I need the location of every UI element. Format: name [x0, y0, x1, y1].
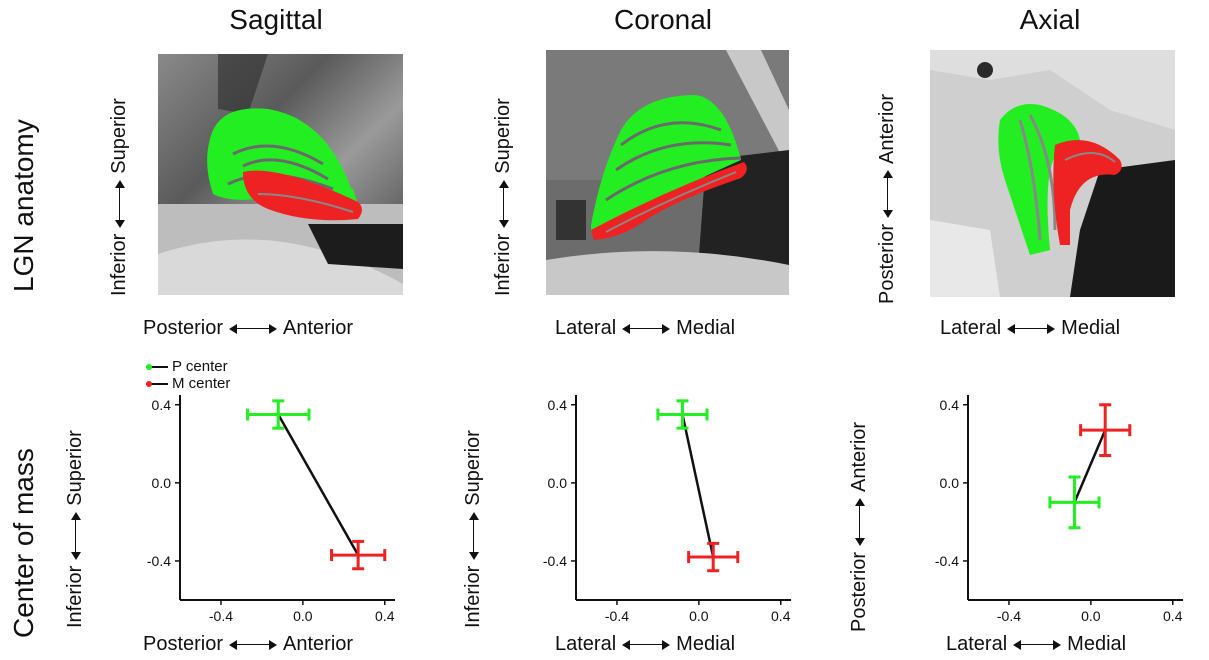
- chart-cor-y-top: Superior: [462, 430, 484, 506]
- x-tick-label: -0.4: [605, 608, 629, 624]
- m-center-point: [1079, 403, 1132, 458]
- double-arrow-icon: [622, 323, 671, 335]
- legend: P center M center: [146, 358, 230, 392]
- chart-coronal: -0.4 0.0 0.4 -0.4 0.0 0.4: [543, 395, 791, 624]
- anat-sag-y-top: Superior: [108, 98, 130, 174]
- x-tick-label: 0.4: [1163, 608, 1183, 624]
- y-tick-label: -0.4: [543, 553, 567, 569]
- chart-cor-x-left: Lateral: [555, 633, 617, 655]
- anat-cor-x-left: Lateral: [555, 317, 617, 339]
- chart-ax-x-right: Medial: [1067, 633, 1127, 655]
- y-tick-label: -0.4: [147, 553, 171, 569]
- anat-cor-xlabel: Lateral Medial: [555, 317, 735, 340]
- anat-sag-x-right: Anterior: [283, 317, 354, 339]
- chart-ax-xlabel: Lateral Medial: [946, 633, 1126, 656]
- y-tick-label: 0.4: [152, 397, 172, 413]
- p-center-point: [246, 399, 311, 430]
- double-arrow-icon: [468, 511, 480, 560]
- y-tick-label: 0.0: [548, 475, 568, 491]
- y-tick-label: 0.0: [940, 475, 960, 491]
- chart-sagittal: -0.4 0.0 0.4 -0.4 0.0 0.4: [147, 395, 395, 624]
- anat-ax-y-top: Anterior: [876, 93, 898, 164]
- legend-item-p: P center: [146, 358, 230, 375]
- pm-connector-line: [277, 413, 360, 556]
- m-center-point: [687, 541, 740, 573]
- anat-ax-ylabel: Posterior Anterior: [876, 94, 899, 304]
- anat-sag-xlabel: Posterior Anterior: [143, 317, 353, 340]
- chart-sag-y-bottom: Inferior: [64, 565, 86, 628]
- anat-sag-ylabel: Inferior Superior: [108, 98, 131, 296]
- anat-cor-y-bottom: Inferior: [492, 233, 514, 296]
- chart-cor-y-bottom: Inferior: [462, 565, 484, 628]
- chart-sag-x-left: Posterior: [143, 633, 224, 655]
- x-tick-label: 0.0: [689, 608, 709, 624]
- anat-ax-x-right: Medial: [1061, 317, 1121, 339]
- p-center-point: [1048, 475, 1101, 530]
- mri-coronal-image: [546, 50, 789, 295]
- p-center-point: [656, 399, 709, 430]
- pm-connector-line: [1073, 429, 1107, 503]
- pm-connector-line: [681, 414, 715, 558]
- y-tick-label: -0.4: [935, 553, 959, 569]
- column-title-coronal: Coronal: [613, 4, 713, 35]
- x-tick-label: 0.0: [293, 608, 313, 624]
- mri-axial-image: [930, 50, 1175, 297]
- x-tick-label: -0.4: [209, 608, 233, 624]
- double-arrow-icon: [882, 169, 894, 218]
- chart-sag-x-right: Anterior: [283, 633, 354, 655]
- double-arrow-icon: [114, 179, 126, 228]
- chart-ax-y-bottom: Posterior: [848, 551, 870, 632]
- legend-label-p: P center: [172, 358, 228, 375]
- chart-cor-x-right: Medial: [676, 633, 736, 655]
- legend-swatch-m: [146, 380, 168, 387]
- chart-sag-xlabel: Posterior Anterior: [143, 633, 353, 656]
- y-tick-label: 0.0: [152, 475, 172, 491]
- double-arrow-icon: [1013, 639, 1062, 651]
- chart-cor-ylabel: Inferior Superior: [462, 430, 485, 628]
- chart-ax-x-left: Lateral: [946, 633, 1008, 655]
- double-arrow-icon: [229, 323, 278, 335]
- anat-ax-y-bottom: Posterior: [876, 223, 898, 304]
- chart-sag-y-top: Superior: [64, 430, 86, 506]
- column-title-sagittal: Sagittal: [229, 4, 323, 35]
- chart-ax-ylabel: Posterior Anterior: [848, 422, 871, 632]
- x-tick-label: 0.0: [1081, 608, 1101, 624]
- y-tick-label: 0.4: [940, 397, 960, 413]
- legend-item-m: M center: [146, 375, 230, 392]
- double-arrow-icon: [1007, 323, 1056, 335]
- double-arrow-icon: [498, 179, 510, 228]
- x-tick-label: -0.4: [997, 608, 1021, 624]
- legend-label-m: M center: [172, 375, 231, 392]
- chart-sag-ylabel: Inferior Superior: [64, 430, 87, 628]
- chart-cor-xlabel: Lateral Medial: [555, 633, 735, 656]
- double-arrow-icon: [70, 511, 82, 560]
- chart-axial: -0.4 0.0 0.4 -0.4 0.0 0.4: [935, 395, 1183, 624]
- column-title-axial: Axial: [1019, 4, 1081, 35]
- chart-ax-y-top: Anterior: [848, 421, 870, 492]
- anat-ax-x-left: Lateral: [940, 317, 1002, 339]
- double-arrow-icon: [229, 639, 278, 651]
- mri-sagittal-image: [158, 54, 403, 295]
- anat-ax-xlabel: Lateral Medial: [940, 317, 1120, 340]
- row-title-anatomy: LGN anatomy: [8, 119, 39, 292]
- anat-cor-ylabel: Inferior Superior: [492, 98, 515, 296]
- legend-swatch-p: [146, 363, 168, 370]
- anat-cor-y-top: Superior: [492, 98, 514, 174]
- y-tick-label: 0.4: [548, 397, 568, 413]
- row-title-center-of-mass: Center of mass: [8, 448, 39, 638]
- x-tick-label: 0.4: [375, 608, 395, 624]
- anat-cor-x-right: Medial: [676, 317, 736, 339]
- anat-sag-x-left: Posterior: [143, 317, 224, 339]
- x-tick-label: 0.4: [771, 608, 791, 624]
- m-center-point: [330, 539, 387, 571]
- anat-sag-y-bottom: Inferior: [108, 233, 130, 296]
- double-arrow-icon: [854, 497, 866, 546]
- double-arrow-icon: [622, 639, 671, 651]
